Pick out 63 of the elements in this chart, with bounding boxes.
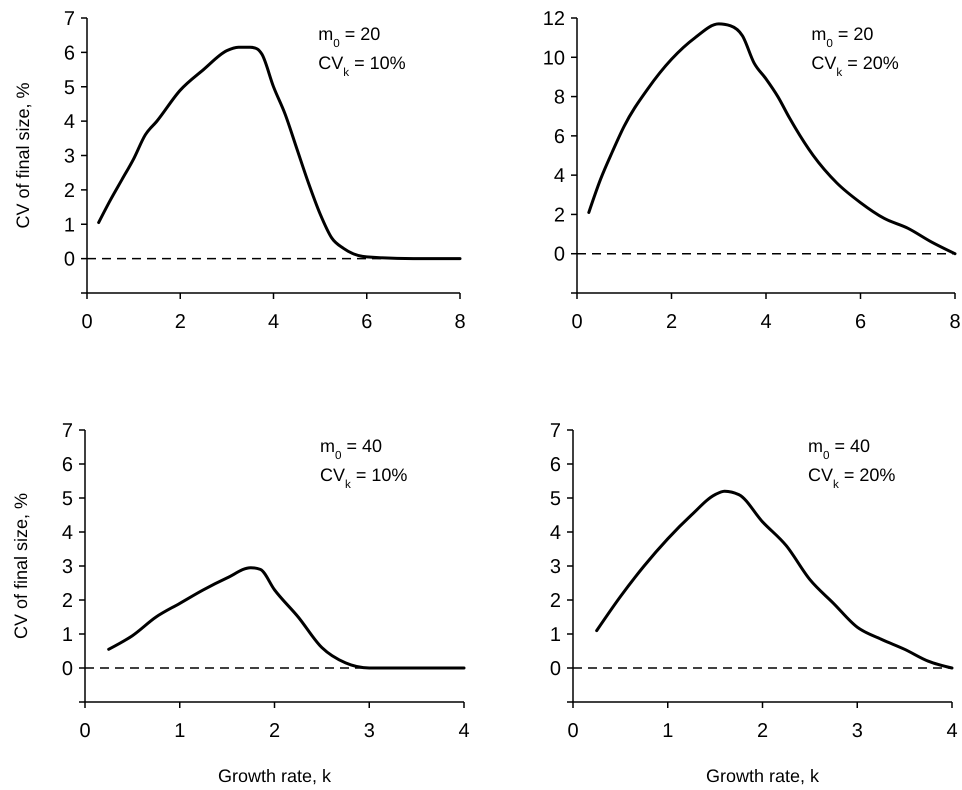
y-tick-label: 7 bbox=[550, 420, 561, 442]
x-tick-label: 3 bbox=[364, 720, 375, 742]
annotation: CV$_{k}$ = 20% bbox=[808, 465, 896, 490]
x-tick-label: 4 bbox=[946, 720, 958, 742]
annotation: m$_{0}$ = 40 bbox=[320, 436, 382, 462]
y-tick-label: 6 bbox=[62, 454, 73, 476]
y-tick-label: 2 bbox=[554, 204, 565, 226]
x-tick-label: 4 bbox=[760, 311, 772, 333]
y-tick-label: 0 bbox=[550, 658, 561, 680]
x-tick-label: 8 bbox=[949, 311, 961, 333]
y-tick-label: 4 bbox=[64, 111, 75, 134]
y-tick-label: 6 bbox=[64, 42, 75, 64]
annotation: CV$_{k}$ = 20% bbox=[811, 53, 899, 78]
y-tick-label: 0 bbox=[64, 248, 75, 271]
x-tick-label: 4 bbox=[268, 311, 280, 333]
y-tick-label: 7 bbox=[64, 8, 75, 30]
y-tick-label: 7 bbox=[62, 420, 73, 442]
x-tick-label: 2 bbox=[756, 720, 768, 742]
x-tick-label: 6 bbox=[854, 311, 866, 333]
y-tick-label: 5 bbox=[550, 488, 561, 510]
x-tick-label: 1 bbox=[662, 720, 674, 742]
x-axis-title: Growth rate, k bbox=[218, 766, 332, 786]
annotation: CV$_{k}$ = 10% bbox=[318, 53, 406, 78]
x-tick-label: 2 bbox=[174, 311, 186, 333]
y-axis-title: CV of final size, % bbox=[11, 492, 31, 640]
y-tick-label: 1 bbox=[64, 214, 75, 236]
x-tick-label: 1 bbox=[174, 720, 186, 742]
y-tick-label: 3 bbox=[62, 556, 73, 578]
x-tick-label: 3 bbox=[852, 720, 863, 742]
y-tick-label: 4 bbox=[554, 165, 565, 188]
y-tick-label: 1 bbox=[62, 624, 73, 646]
x-tick-label: 0 bbox=[79, 720, 91, 742]
y-tick-label: 6 bbox=[550, 454, 561, 476]
y-tick-label: 0 bbox=[554, 244, 565, 266]
x-tick-label: 6 bbox=[361, 311, 372, 333]
annotation: CV$_{k}$ = 10% bbox=[320, 465, 408, 490]
annotation: m$_{0}$ = 20 bbox=[811, 24, 874, 50]
x-axis-title: Growth rate, k bbox=[706, 766, 820, 786]
y-tick-label: 2 bbox=[62, 590, 73, 612]
x-tick-label: 0 bbox=[571, 311, 583, 333]
y-tick-label: 3 bbox=[64, 146, 75, 168]
y-axis-title: CV of final size, % bbox=[13, 82, 33, 229]
y-tick-label: 2 bbox=[550, 590, 561, 612]
y-tick-label: 5 bbox=[62, 488, 73, 510]
y-tick-label: 1 bbox=[550, 624, 561, 646]
y-tick-label: 2 bbox=[64, 180, 75, 202]
x-tick-label: 0 bbox=[567, 720, 579, 742]
x-tick-label: 2 bbox=[268, 720, 280, 742]
x-tick-label: 2 bbox=[666, 311, 678, 333]
y-tick-label: 0 bbox=[62, 658, 73, 680]
x-tick-label: 8 bbox=[454, 311, 466, 333]
annotation: m$_{0}$ = 40 bbox=[808, 436, 870, 462]
y-tick-label: 8 bbox=[554, 86, 565, 109]
y-tick-label: 3 bbox=[550, 556, 561, 578]
y-tick-label: 12 bbox=[542, 8, 565, 30]
y-tick-label: 4 bbox=[62, 522, 73, 544]
annotation: m$_{0}$ = 20 bbox=[318, 24, 380, 50]
y-tick-label: 6 bbox=[554, 126, 565, 148]
x-tick-label: 4 bbox=[458, 720, 470, 742]
x-tick-label: 0 bbox=[81, 311, 93, 333]
y-tick-label: 4 bbox=[550, 522, 561, 544]
y-tick-label: 10 bbox=[542, 47, 565, 70]
y-tick-label: 5 bbox=[64, 76, 75, 99]
